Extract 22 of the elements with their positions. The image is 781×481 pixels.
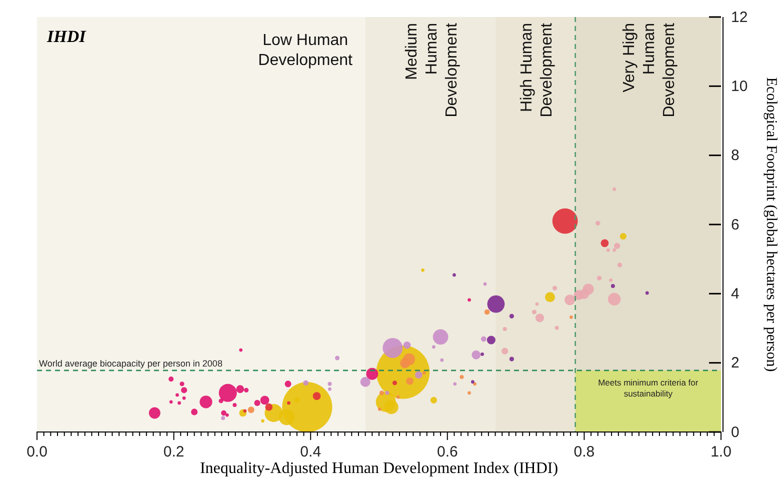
x-tick-label: 0.8: [574, 444, 595, 460]
band-label: Meets minimum criteria for sustainability: [598, 377, 698, 398]
x-tick-label: 1.0: [710, 444, 732, 460]
x-axis-title: Inequality-Adjusted Human Development Index (IHDI): [200, 460, 558, 477]
y-tick-label: 8: [731, 147, 740, 164]
band-label: High Human Development: [518, 22, 556, 118]
y-tick-label: 4: [731, 285, 740, 302]
y-tick-label: 6: [731, 216, 740, 234]
y-tick-label: 2: [731, 354, 740, 372]
x-tick-label: 0.0: [26, 444, 48, 460]
y-axis-title: Ecological Footprint (global hectares per person): [763, 77, 779, 372]
x-tick-label: 0.4: [300, 444, 322, 460]
x-tick-label: 0.2: [163, 444, 184, 460]
text: IHDI: [46, 27, 88, 46]
band-label: Very High Human Development: [621, 22, 678, 118]
y-tick-label: 0: [731, 424, 740, 441]
ref-line-label: World average biocapacity per person in 2008: [39, 358, 222, 368]
y-tick-label: 10: [731, 78, 748, 95]
x-tick-label: 0.6: [436, 444, 458, 460]
band-label: Low Human Development: [258, 32, 354, 69]
y-tick-label: 12: [731, 8, 748, 26]
band-label: Medium Human Development: [403, 22, 460, 118]
